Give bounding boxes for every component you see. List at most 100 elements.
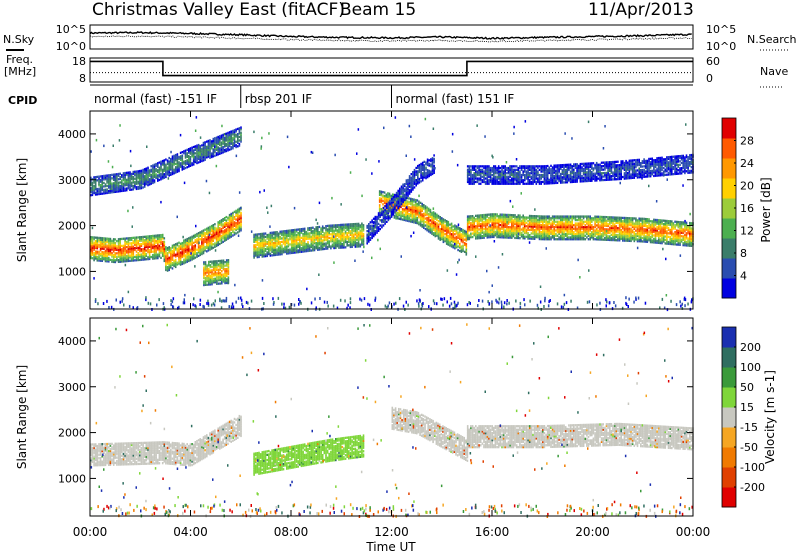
data-cell bbox=[152, 164, 154, 167]
data-cell bbox=[328, 233, 330, 236]
data-cell bbox=[553, 227, 555, 230]
data-cell bbox=[132, 254, 135, 257]
data-cell bbox=[197, 154, 200, 157]
data-cell bbox=[297, 245, 299, 249]
data-cell bbox=[321, 230, 324, 233]
data-cell bbox=[139, 255, 141, 258]
data-cell bbox=[204, 235, 206, 238]
data-cell bbox=[421, 215, 423, 218]
data-cell bbox=[259, 238, 262, 241]
data-cell bbox=[436, 232, 438, 235]
data-cell bbox=[407, 180, 409, 183]
data-cell bbox=[183, 251, 185, 254]
data-cell bbox=[112, 239, 115, 243]
data-cell bbox=[212, 281, 215, 284]
data-cell bbox=[140, 176, 143, 179]
data-cell bbox=[208, 271, 210, 274]
data-cell bbox=[343, 227, 345, 230]
data-cell bbox=[509, 226, 511, 229]
data-cell bbox=[423, 204, 425, 207]
data-cell bbox=[189, 248, 192, 251]
data-cell bbox=[437, 227, 440, 230]
data-cell bbox=[507, 217, 510, 220]
data-cell bbox=[354, 242, 357, 245]
data-cell bbox=[108, 260, 110, 263]
data-cell bbox=[579, 234, 582, 237]
data-cell bbox=[313, 229, 316, 233]
data-cell bbox=[145, 249, 148, 252]
data-cell bbox=[91, 241, 94, 244]
data-cell bbox=[272, 250, 275, 253]
data-cell bbox=[125, 256, 128, 259]
data-cell bbox=[135, 173, 138, 177]
data-cell bbox=[147, 170, 149, 173]
data-cell bbox=[268, 238, 270, 242]
data-cell bbox=[232, 225, 234, 228]
data-cell bbox=[106, 258, 108, 261]
data-cell bbox=[414, 221, 417, 224]
data-cell bbox=[121, 181, 123, 184]
data-cell bbox=[520, 235, 523, 238]
data-cell bbox=[116, 252, 118, 255]
data-cell bbox=[564, 229, 567, 232]
data-cell bbox=[170, 247, 172, 250]
data-cell bbox=[558, 215, 560, 218]
data-cell bbox=[416, 208, 419, 211]
data-cell bbox=[233, 217, 236, 220]
data-cell bbox=[366, 235, 368, 238]
data-cell bbox=[380, 194, 383, 197]
data-cell bbox=[462, 248, 464, 251]
data-cell bbox=[335, 241, 337, 244]
data-cell bbox=[321, 244, 324, 247]
data-cell bbox=[330, 245, 332, 248]
data-cell bbox=[387, 218, 390, 222]
data-cell bbox=[376, 221, 378, 224]
data-cell bbox=[417, 171, 419, 175]
data-cell bbox=[514, 214, 516, 217]
data-cell bbox=[501, 232, 503, 235]
data-cell bbox=[129, 186, 131, 190]
data-cell bbox=[160, 247, 162, 251]
data-cell bbox=[191, 235, 193, 238]
data-cell bbox=[318, 243, 321, 246]
data-cell bbox=[206, 156, 208, 159]
data-cell bbox=[405, 188, 408, 191]
data-cell bbox=[114, 252, 117, 255]
data-cell bbox=[171, 172, 174, 176]
data-cell bbox=[158, 237, 161, 240]
data-cell bbox=[158, 248, 161, 251]
data-cell bbox=[268, 235, 270, 238]
data-cell bbox=[399, 196, 401, 199]
data-cell bbox=[457, 234, 459, 238]
data-cell bbox=[276, 244, 278, 248]
data-cell bbox=[295, 239, 298, 242]
data-cell bbox=[452, 237, 454, 240]
data-cell bbox=[406, 216, 409, 219]
data-cell bbox=[155, 164, 157, 167]
data-cell bbox=[305, 236, 308, 239]
data-cell bbox=[522, 219, 524, 222]
data-cell bbox=[91, 190, 94, 193]
data-cell bbox=[457, 226, 459, 229]
data-cell bbox=[312, 235, 314, 238]
data-cell bbox=[207, 150, 210, 153]
data-cell bbox=[199, 253, 201, 257]
data-cell bbox=[165, 163, 167, 166]
data-cell bbox=[230, 214, 232, 217]
data-cell bbox=[206, 140, 208, 143]
data-cell bbox=[215, 241, 218, 244]
data-cell bbox=[163, 174, 166, 178]
data-cell bbox=[390, 211, 393, 215]
data-cell bbox=[437, 235, 440, 238]
data-cell bbox=[297, 233, 299, 236]
data-cell bbox=[530, 237, 533, 240]
data-cell bbox=[158, 246, 161, 249]
data-cell bbox=[368, 238, 370, 241]
data-cell bbox=[418, 216, 420, 219]
data-cell bbox=[134, 255, 136, 259]
data-cell bbox=[116, 185, 118, 188]
data-cell bbox=[217, 153, 219, 156]
data-cell bbox=[421, 167, 424, 170]
data-cell bbox=[336, 245, 339, 248]
data-cell bbox=[579, 227, 582, 230]
